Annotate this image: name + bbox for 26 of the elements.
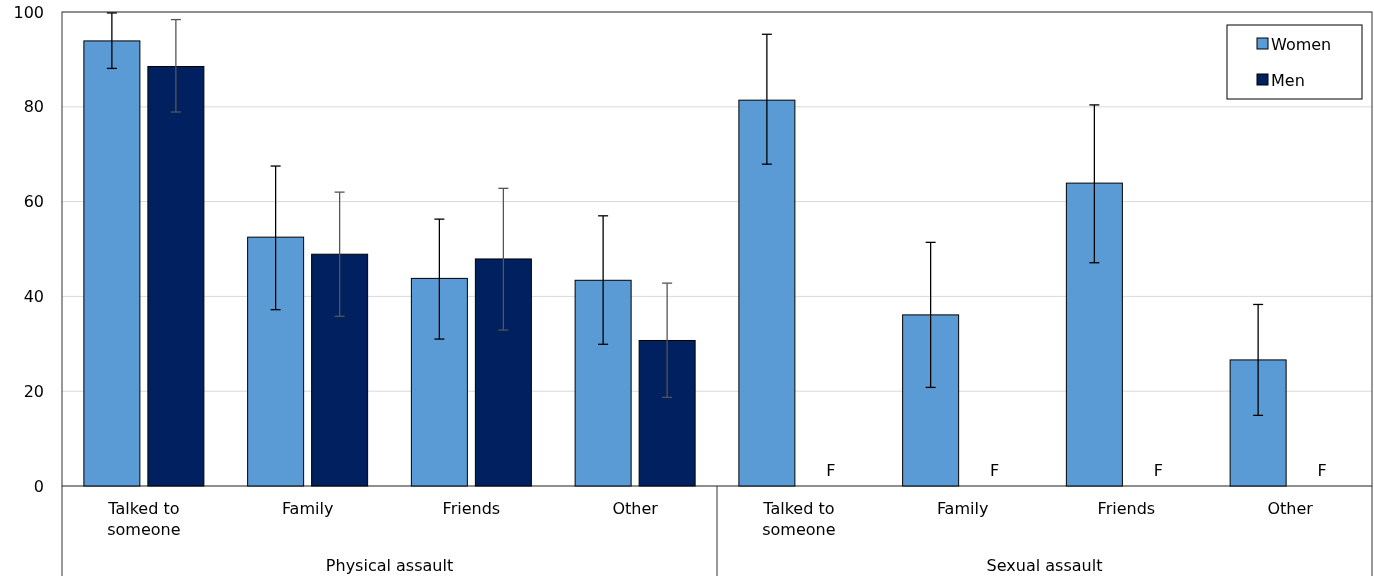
bar	[474, 258, 532, 487]
text: Sexual assault	[986, 556, 1103, 575]
y-tick-label: 0	[33, 476, 44, 496]
legend-label: Women	[1271, 34, 1332, 54]
x-tick-label: Family	[281, 499, 334, 518]
y-tick-label: 100	[13, 2, 44, 22]
text: F	[826, 461, 836, 480]
y-tick-label: 40	[23, 287, 44, 306]
y-tick-label: 80	[23, 97, 44, 117]
bar	[147, 66, 205, 487]
x-tick-label: Talked to someone	[762, 499, 836, 539]
x-tick-label: Family	[936, 499, 989, 518]
text: F	[1153, 461, 1163, 480]
bar	[311, 253, 369, 487]
text: F	[1317, 461, 1327, 480]
legend-label: Men	[1271, 70, 1305, 90]
bar	[638, 339, 696, 487]
y-tick-label: 20	[23, 381, 44, 401]
x-tick-label: Talked to someone	[107, 499, 181, 539]
x-tick-label: Other	[1267, 499, 1314, 518]
x-tick-label: Friends	[1097, 499, 1156, 518]
text: Physical assault	[325, 556, 454, 575]
x-tick-label: Other	[612, 499, 659, 518]
x-tick-label: Friends	[442, 499, 501, 518]
text: F	[990, 461, 1000, 480]
y-tick-label: 60	[23, 192, 44, 212]
